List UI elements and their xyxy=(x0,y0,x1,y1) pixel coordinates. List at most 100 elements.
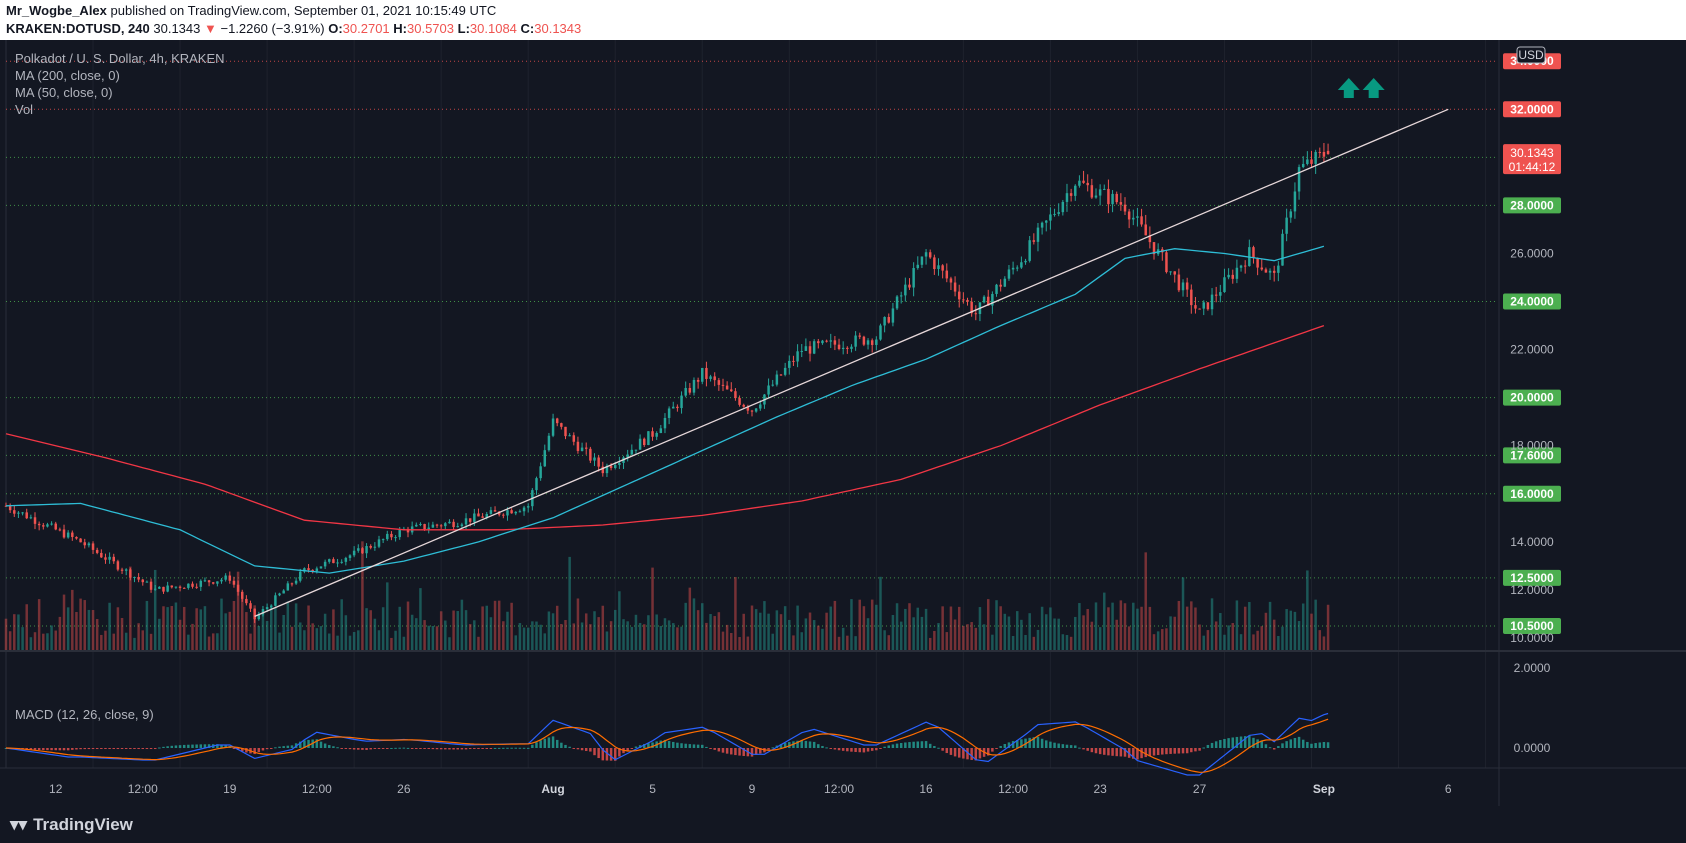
volume-bar xyxy=(1082,615,1085,650)
macd-histogram-bar xyxy=(1256,739,1259,748)
candle-body xyxy=(178,586,182,588)
candle-body xyxy=(79,538,82,543)
legend-ma200[interactable]: MA (200, close, 0) xyxy=(15,68,120,83)
legend-volume[interactable]: Vol xyxy=(15,102,34,117)
volume-bar xyxy=(912,617,915,650)
macd-histogram-bar xyxy=(1136,748,1139,760)
volume-bar xyxy=(1007,616,1011,650)
volume-bar xyxy=(1024,634,1027,650)
volume-bar xyxy=(767,613,770,650)
volume-bar xyxy=(1123,603,1127,650)
volume-bar xyxy=(1136,608,1139,650)
candle-body xyxy=(535,478,538,491)
volume-bar xyxy=(1256,630,1259,650)
macd-histogram-bar xyxy=(821,745,824,748)
candle-body xyxy=(759,404,762,409)
candle-body xyxy=(1074,185,1077,196)
candle-body xyxy=(369,546,372,548)
volume-bar xyxy=(564,620,567,650)
candle-body xyxy=(29,517,33,519)
volume-bar xyxy=(224,613,227,650)
candle-body xyxy=(203,580,207,582)
macd-histogram-bar xyxy=(112,748,115,749)
time-tick-label: 12:00 xyxy=(824,782,854,796)
volume-bar xyxy=(1107,607,1110,650)
volume-bar xyxy=(531,621,534,650)
candle-body xyxy=(518,511,522,513)
volume-bar xyxy=(112,633,115,650)
volume-bar xyxy=(444,620,447,650)
macd-histogram-bar xyxy=(240,748,244,752)
macd-histogram-bar xyxy=(854,748,857,752)
volume-bar xyxy=(481,606,484,650)
candle-body xyxy=(966,299,969,302)
candle-body xyxy=(270,605,273,608)
legend-macd[interactable]: MACD (12, 26, close, 9) xyxy=(15,707,154,722)
candle-body xyxy=(883,317,886,326)
candle-body xyxy=(336,562,339,564)
volume-bar xyxy=(721,631,725,650)
macd-histogram-bar xyxy=(270,748,273,749)
legend-ma50[interactable]: MA (50, close, 0) xyxy=(15,85,113,100)
macd-histogram-bar xyxy=(315,739,319,748)
candle-body xyxy=(746,406,750,411)
candle-body xyxy=(112,556,115,562)
volume-bar xyxy=(957,606,961,650)
macd-histogram-bar xyxy=(33,748,37,750)
macd-histogram-bar xyxy=(340,748,343,749)
candle-body xyxy=(46,524,49,527)
macd-histogram-bar xyxy=(933,746,936,748)
candle-body xyxy=(1268,270,1272,273)
candle-body xyxy=(730,389,733,392)
volume-bar xyxy=(502,621,505,650)
macd-histogram-bar xyxy=(1326,742,1330,748)
volume-bar xyxy=(1032,636,1036,650)
volume-bar xyxy=(796,605,799,650)
volume-bar xyxy=(887,635,891,650)
macd-histogram-bar xyxy=(1148,748,1152,757)
tradingview-brand: TradingView xyxy=(33,815,133,834)
candle-body xyxy=(87,543,91,546)
macd-histogram-bar xyxy=(796,740,799,748)
author-link[interactable]: Mr_Wogbe_Alex xyxy=(6,3,107,18)
macd-histogram-bar xyxy=(597,748,600,759)
macd-histogram-bar xyxy=(162,746,165,748)
volume-bar xyxy=(261,613,265,650)
candles-group xyxy=(4,142,1330,623)
candle-body xyxy=(1173,271,1176,275)
macd-histogram-bar xyxy=(539,740,542,748)
volume-bar xyxy=(431,625,435,650)
macd-histogram-bar xyxy=(647,743,650,748)
candle-body xyxy=(1190,289,1193,306)
macd-histogram-bar xyxy=(593,748,596,756)
candle-body xyxy=(468,518,472,522)
volume-bar xyxy=(875,604,878,650)
macd-histogram-bar xyxy=(307,739,310,748)
price-chart[interactable]: 34.000032.000030.000028.000024.000020.00… xyxy=(0,40,1686,806)
macd-histogram-bar xyxy=(344,748,348,749)
macd-histogram-bar xyxy=(771,747,774,749)
macd-histogram-bar xyxy=(386,748,389,749)
volume-bar xyxy=(315,628,319,650)
macd-histogram-bar xyxy=(79,748,82,750)
volume-bar xyxy=(949,606,953,650)
volume-bar xyxy=(933,630,936,650)
macd-histogram-bar xyxy=(680,743,683,748)
volume-bar xyxy=(278,632,281,650)
candle-body xyxy=(456,526,459,528)
volume-bar xyxy=(423,620,426,650)
candle-body xyxy=(116,561,120,570)
candle-body xyxy=(991,293,994,306)
volume-bar xyxy=(999,606,1002,650)
macd-histogram-bar xyxy=(71,748,74,750)
volume-bar xyxy=(560,623,563,650)
volume-bar xyxy=(95,619,99,650)
candle-body xyxy=(21,512,24,514)
macd-histogram-bar xyxy=(481,748,484,749)
candle-body xyxy=(182,587,186,589)
candle-body xyxy=(431,524,435,528)
candle-body xyxy=(576,441,580,451)
last-price: 30.1343 xyxy=(153,21,201,36)
macd-histogram-bar xyxy=(1310,743,1313,748)
volume-bar xyxy=(643,624,646,650)
